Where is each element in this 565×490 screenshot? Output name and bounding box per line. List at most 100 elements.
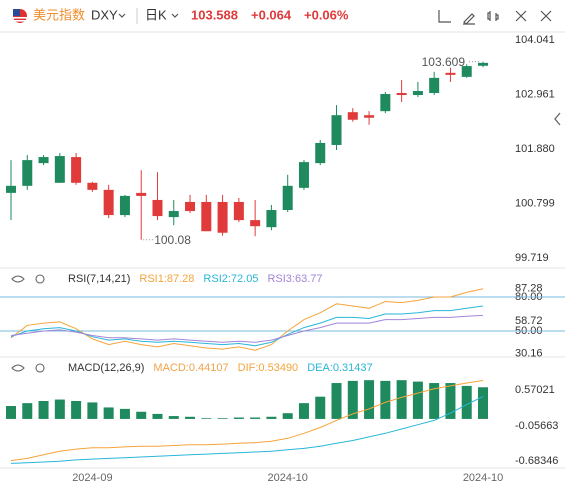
- candle-body: [461, 66, 472, 77]
- collapse-arrow[interactable]: [554, 112, 561, 126]
- indicator-icon[interactable]: [438, 10, 451, 23]
- candle-body: [119, 195, 130, 216]
- histogram-bar: [364, 380, 375, 419]
- y-tick-label: 102.961: [515, 88, 555, 100]
- y-tick-label: 58.72: [515, 315, 543, 327]
- histogram-bar: [315, 396, 326, 419]
- legend-entry: DEA:0.31437: [307, 362, 372, 374]
- histogram-bar: [233, 417, 244, 419]
- draw-icon[interactable]: [463, 13, 475, 25]
- low-annotation: 100.08: [154, 233, 191, 247]
- candle-body: [380, 94, 391, 112]
- series-line: [10, 395, 484, 464]
- histogram-bar: [445, 383, 456, 419]
- histogram-bar: [217, 418, 228, 419]
- flag-icon: [13, 9, 27, 23]
- histogram-bar: [380, 380, 391, 419]
- candle-body: [54, 156, 65, 183]
- candle-body: [364, 115, 375, 118]
- toolbar: 美元指数 DXY 日K 103.588 +0.064 +0.06%: [0, 0, 565, 33]
- series-line: [10, 288, 484, 351]
- legend-entry: DIF:0.53490: [238, 362, 299, 374]
- histogram-bar: [478, 387, 488, 419]
- histogram-bar: [412, 381, 423, 419]
- dropdown-icon[interactable]: [171, 13, 179, 18]
- eye-icon[interactable]: [11, 275, 25, 283]
- candle-icon[interactable]: [487, 11, 499, 21]
- candle-body: [168, 211, 179, 218]
- symbol[interactable]: DXY: [91, 7, 118, 22]
- histogram-bar: [87, 402, 98, 419]
- x-tick-label: 2024-10: [268, 472, 308, 484]
- eye-icon[interactable]: [11, 364, 25, 372]
- candle-body: [201, 201, 212, 232]
- y-tick-label: 30.16: [515, 347, 543, 359]
- high-annotation: 103.609: [422, 55, 466, 69]
- candle-body: [6, 185, 16, 193]
- histogram-bar: [266, 416, 277, 419]
- candle-body: [282, 185, 293, 211]
- legend-entry: MACD:0.44107: [153, 362, 228, 374]
- candle-body: [478, 62, 488, 66]
- histogram-bar: [298, 403, 309, 419]
- last-price: 103.588: [191, 7, 238, 22]
- histogram-bar: [136, 411, 147, 419]
- histogram-bar: [6, 406, 16, 419]
- x-tick-label: 2024-09: [72, 472, 112, 484]
- panel-title: MACD(12,26,9): [68, 362, 144, 374]
- histogram-bar: [38, 400, 49, 419]
- candle-body: [445, 72, 456, 75]
- series-line: [10, 380, 484, 462]
- legend-entry: RSI2:72.05: [203, 273, 258, 285]
- y-tick-label: -0.68346: [515, 455, 558, 467]
- candle-body: [429, 77, 440, 94]
- candle-body: [38, 157, 49, 164]
- price-change-pct: +0.06%: [304, 7, 349, 22]
- series-line: [10, 314, 484, 343]
- candle-body: [250, 220, 261, 227]
- candle-body: [396, 93, 407, 96]
- legend-entry: RSI3:63.77: [267, 273, 322, 285]
- candle-body: [87, 182, 98, 190]
- histogram-bar: [429, 383, 440, 419]
- histogram-bar: [185, 416, 196, 419]
- histogram-bar: [282, 413, 293, 419]
- candle-body: [347, 112, 358, 120]
- fullscreen-icon[interactable]: [515, 10, 527, 22]
- period[interactable]: 日K: [145, 7, 167, 22]
- legend-entry: RSI1:87.28: [139, 273, 194, 285]
- histogram-bar: [168, 416, 179, 419]
- price-change: +0.064: [251, 7, 292, 22]
- y-tick-label: 87.28: [515, 283, 543, 295]
- histogram-bar: [71, 400, 82, 419]
- symbol-name[interactable]: 美元指数: [33, 7, 85, 22]
- candle-body: [315, 142, 326, 164]
- histogram-bar: [461, 385, 472, 419]
- panel-title: RSI(7,14,21): [68, 273, 130, 285]
- y-tick-label: 101.880: [515, 143, 555, 155]
- candle-body: [185, 201, 196, 212]
- gear-icon[interactable]: [35, 363, 45, 373]
- histogram-bar: [201, 418, 212, 419]
- candle-body: [71, 157, 82, 183]
- candle-body: [298, 162, 309, 188]
- histogram-bar: [103, 407, 114, 419]
- y-tick-label: 0.57021: [515, 384, 555, 396]
- gear-icon[interactable]: [35, 274, 45, 284]
- histogram-bar: [22, 403, 33, 419]
- histogram-bar: [119, 408, 130, 419]
- x-tick-label: 2024-10: [463, 472, 503, 484]
- y-tick-label: -0.05663: [515, 420, 558, 432]
- y-tick-label: 104.041: [515, 34, 555, 46]
- histogram-bar: [54, 399, 65, 419]
- histogram-bar: [331, 383, 342, 419]
- histogram-bar: [152, 413, 163, 419]
- candle-body: [266, 210, 277, 228]
- series-line: [10, 305, 484, 347]
- candle-body: [152, 199, 163, 217]
- dropdown-icon[interactable]: [118, 13, 126, 18]
- candle-body: [22, 160, 33, 186]
- histogram-bar: [250, 417, 261, 419]
- close-icon[interactable]: [540, 10, 552, 22]
